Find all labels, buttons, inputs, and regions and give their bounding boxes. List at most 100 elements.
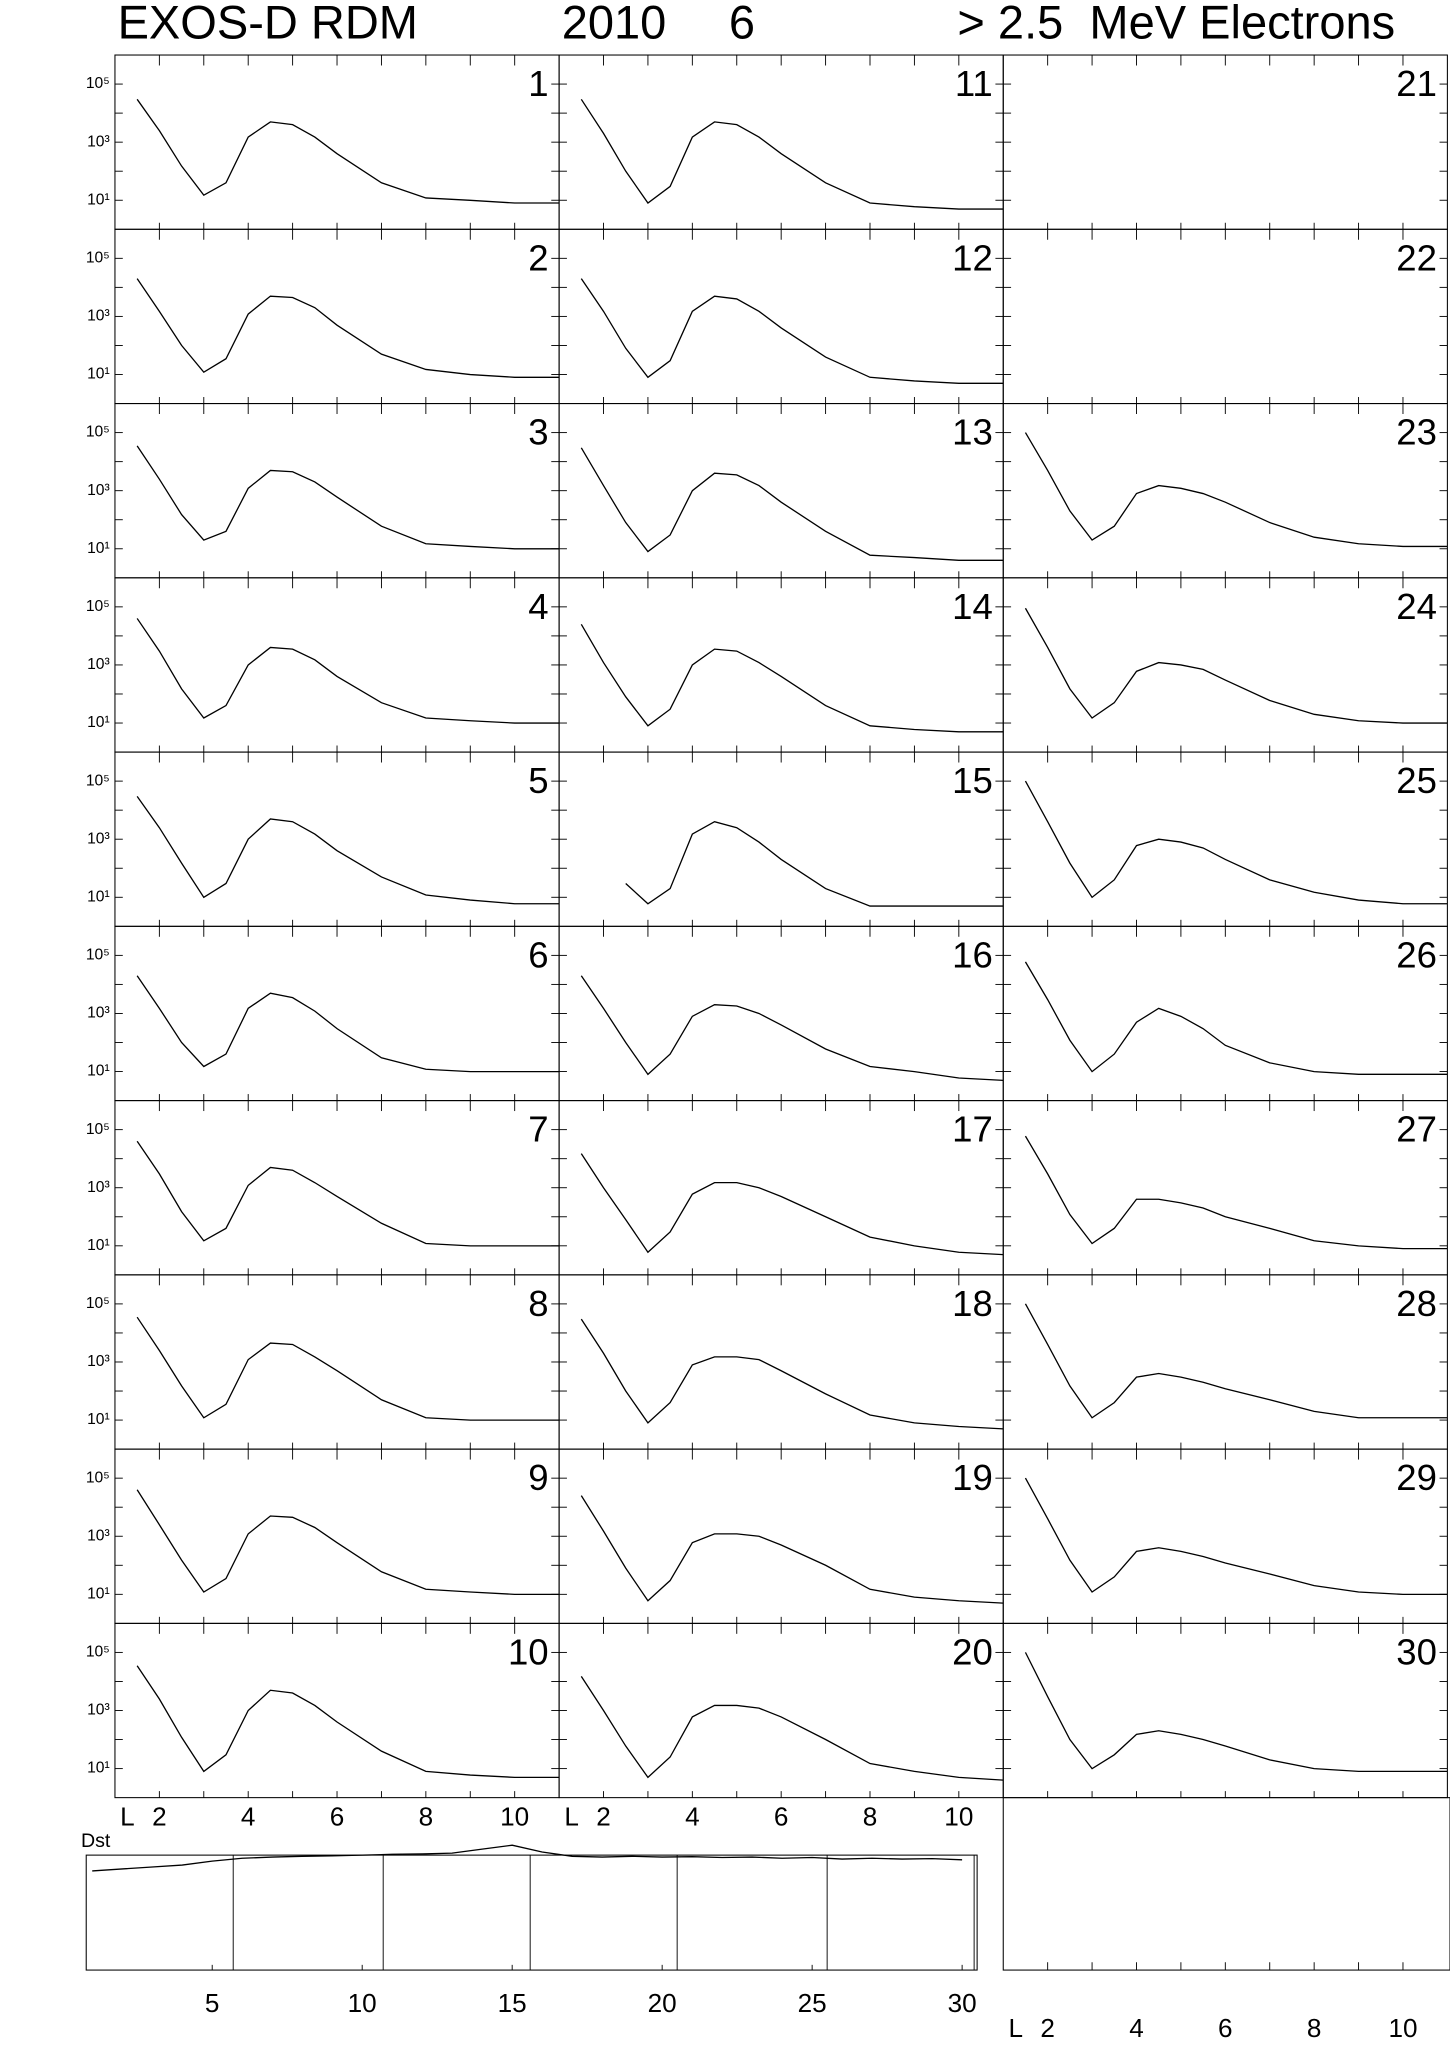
panel-frame	[114, 54, 560, 230]
panel-number: 19	[952, 1457, 993, 1498]
flux-curve	[580, 1153, 1004, 1256]
panel-frame	[114, 228, 560, 405]
flux-curve	[580, 278, 1004, 384]
panel-frame	[558, 751, 1004, 927]
panel-frame	[558, 1448, 1004, 1624]
x-tick-label: 6	[1218, 2013, 1233, 2043]
y-tick-label: 10⁵	[86, 1295, 110, 1312]
y-tick-label: 10⁵	[86, 1644, 110, 1661]
x-tick-label: 8	[863, 1801, 878, 1831]
panel-number: 15	[952, 760, 993, 801]
y-tick-label: 10³	[87, 1702, 110, 1719]
panel-frame	[114, 751, 560, 927]
dst-tick-label: 25	[798, 1988, 827, 2018]
panel-number: 12	[952, 237, 993, 278]
panel-frame	[558, 1622, 1004, 1799]
x-axis-label: L	[1008, 2013, 1023, 2043]
panel-number: 25	[1396, 760, 1437, 801]
flux-curve	[1024, 432, 1448, 548]
flux-curve	[580, 1495, 1004, 1604]
flux-curve	[136, 278, 560, 378]
panel-number: 6	[528, 934, 548, 975]
panel-number: 26	[1396, 934, 1437, 975]
panel-frame	[1002, 1100, 1448, 1276]
panel-frame	[558, 577, 1004, 753]
dst-tick-label: 10	[348, 1988, 377, 2018]
flux-curve	[136, 618, 560, 724]
x-tick-label: 10	[500, 1801, 529, 1831]
flux-curve	[1024, 961, 1448, 1075]
y-tick-label: 10³	[87, 1353, 110, 1370]
panel-number: 2	[528, 237, 548, 278]
panel-number: 21	[1396, 63, 1437, 104]
y-tick-label: 10³	[87, 133, 110, 150]
y-tick-label: 10⁵	[86, 424, 110, 441]
flux-curve	[580, 975, 1004, 1081]
flux-curve	[580, 1676, 1004, 1781]
panel-number: 29	[1396, 1457, 1437, 1498]
subtitle: > 2.5 MeV Electrons	[957, 0, 1395, 49]
y-tick-label: 10³	[87, 1527, 110, 1544]
panel-number: 8	[528, 1283, 548, 1324]
y-tick-label: 10¹	[87, 1237, 110, 1254]
panel-number: 17	[952, 1109, 993, 1150]
panel-frame	[114, 1622, 560, 1799]
dst-tick-label: 20	[648, 1988, 677, 2018]
x-tick-label: 10	[944, 1801, 973, 1831]
panel-frame	[114, 1448, 560, 1624]
x-tick-label: 8	[1307, 2013, 1322, 2043]
x-tick-label: 2	[152, 1801, 167, 1831]
y-tick-label: 10³	[87, 656, 110, 673]
panel-number: 22	[1396, 237, 1437, 278]
dst-tick-label: 15	[498, 1988, 527, 2018]
panel-frame	[114, 1100, 560, 1276]
panel-number: 24	[1396, 586, 1437, 627]
x-axis-label: L	[120, 1801, 135, 1831]
panel-frame	[114, 403, 560, 579]
dst-tick-label: 5	[205, 1988, 220, 2018]
flux-curve	[136, 445, 560, 550]
flux-curve	[1024, 1135, 1448, 1250]
y-tick-label: 10⁵	[86, 75, 110, 92]
y-tick-label: 10⁵	[86, 1469, 110, 1486]
month: 6	[729, 0, 755, 49]
panel-number: 27	[1396, 1109, 1437, 1150]
panel-frame	[1002, 403, 1448, 579]
flux-curve	[625, 820, 1004, 907]
panel-number: 23	[1396, 412, 1437, 453]
y-tick-label: 10⁵	[86, 598, 110, 615]
y-tick-label: 10¹	[87, 1063, 110, 1080]
panel-frame	[558, 228, 1004, 405]
panel-frame	[114, 925, 560, 1102]
panel-number: 20	[952, 1631, 993, 1672]
flux-curve	[136, 1665, 560, 1779]
y-tick-label: 10⁵	[86, 772, 110, 789]
chart-title: EXOS-D RDM	[118, 0, 418, 49]
panel-frame	[558, 403, 1004, 579]
flux-curve	[580, 447, 1004, 561]
flux-curve	[580, 98, 1004, 210]
y-tick-label: 10³	[87, 830, 110, 847]
flux-curve	[1024, 1477, 1448, 1596]
panel-number: 7	[528, 1109, 548, 1150]
panel-frame	[1002, 228, 1448, 405]
x-axis-label: L	[564, 1801, 579, 1831]
flux-curve	[1024, 1303, 1448, 1419]
panel-number: 1	[528, 63, 548, 104]
flux-curve	[136, 1140, 560, 1247]
flux-curve	[580, 1318, 1004, 1430]
panel-frame	[1002, 751, 1448, 927]
panel-number: 3	[528, 412, 548, 453]
panel-number: 5	[528, 760, 548, 801]
flux-curve	[136, 975, 560, 1073]
x-tick-label: 6	[774, 1801, 789, 1831]
x-tick-label: 2	[596, 1801, 611, 1831]
flux-curve	[136, 795, 560, 905]
panel-frame	[1002, 1274, 1448, 1450]
panel-frame	[1002, 577, 1448, 753]
flux-curve	[580, 623, 1004, 733]
y-tick-label: 10¹	[87, 1760, 110, 1777]
x-tick-label: 4	[1129, 2013, 1144, 2043]
empty-frame	[1002, 1797, 1450, 1971]
y-tick-label: 10⁵	[86, 1121, 110, 1138]
